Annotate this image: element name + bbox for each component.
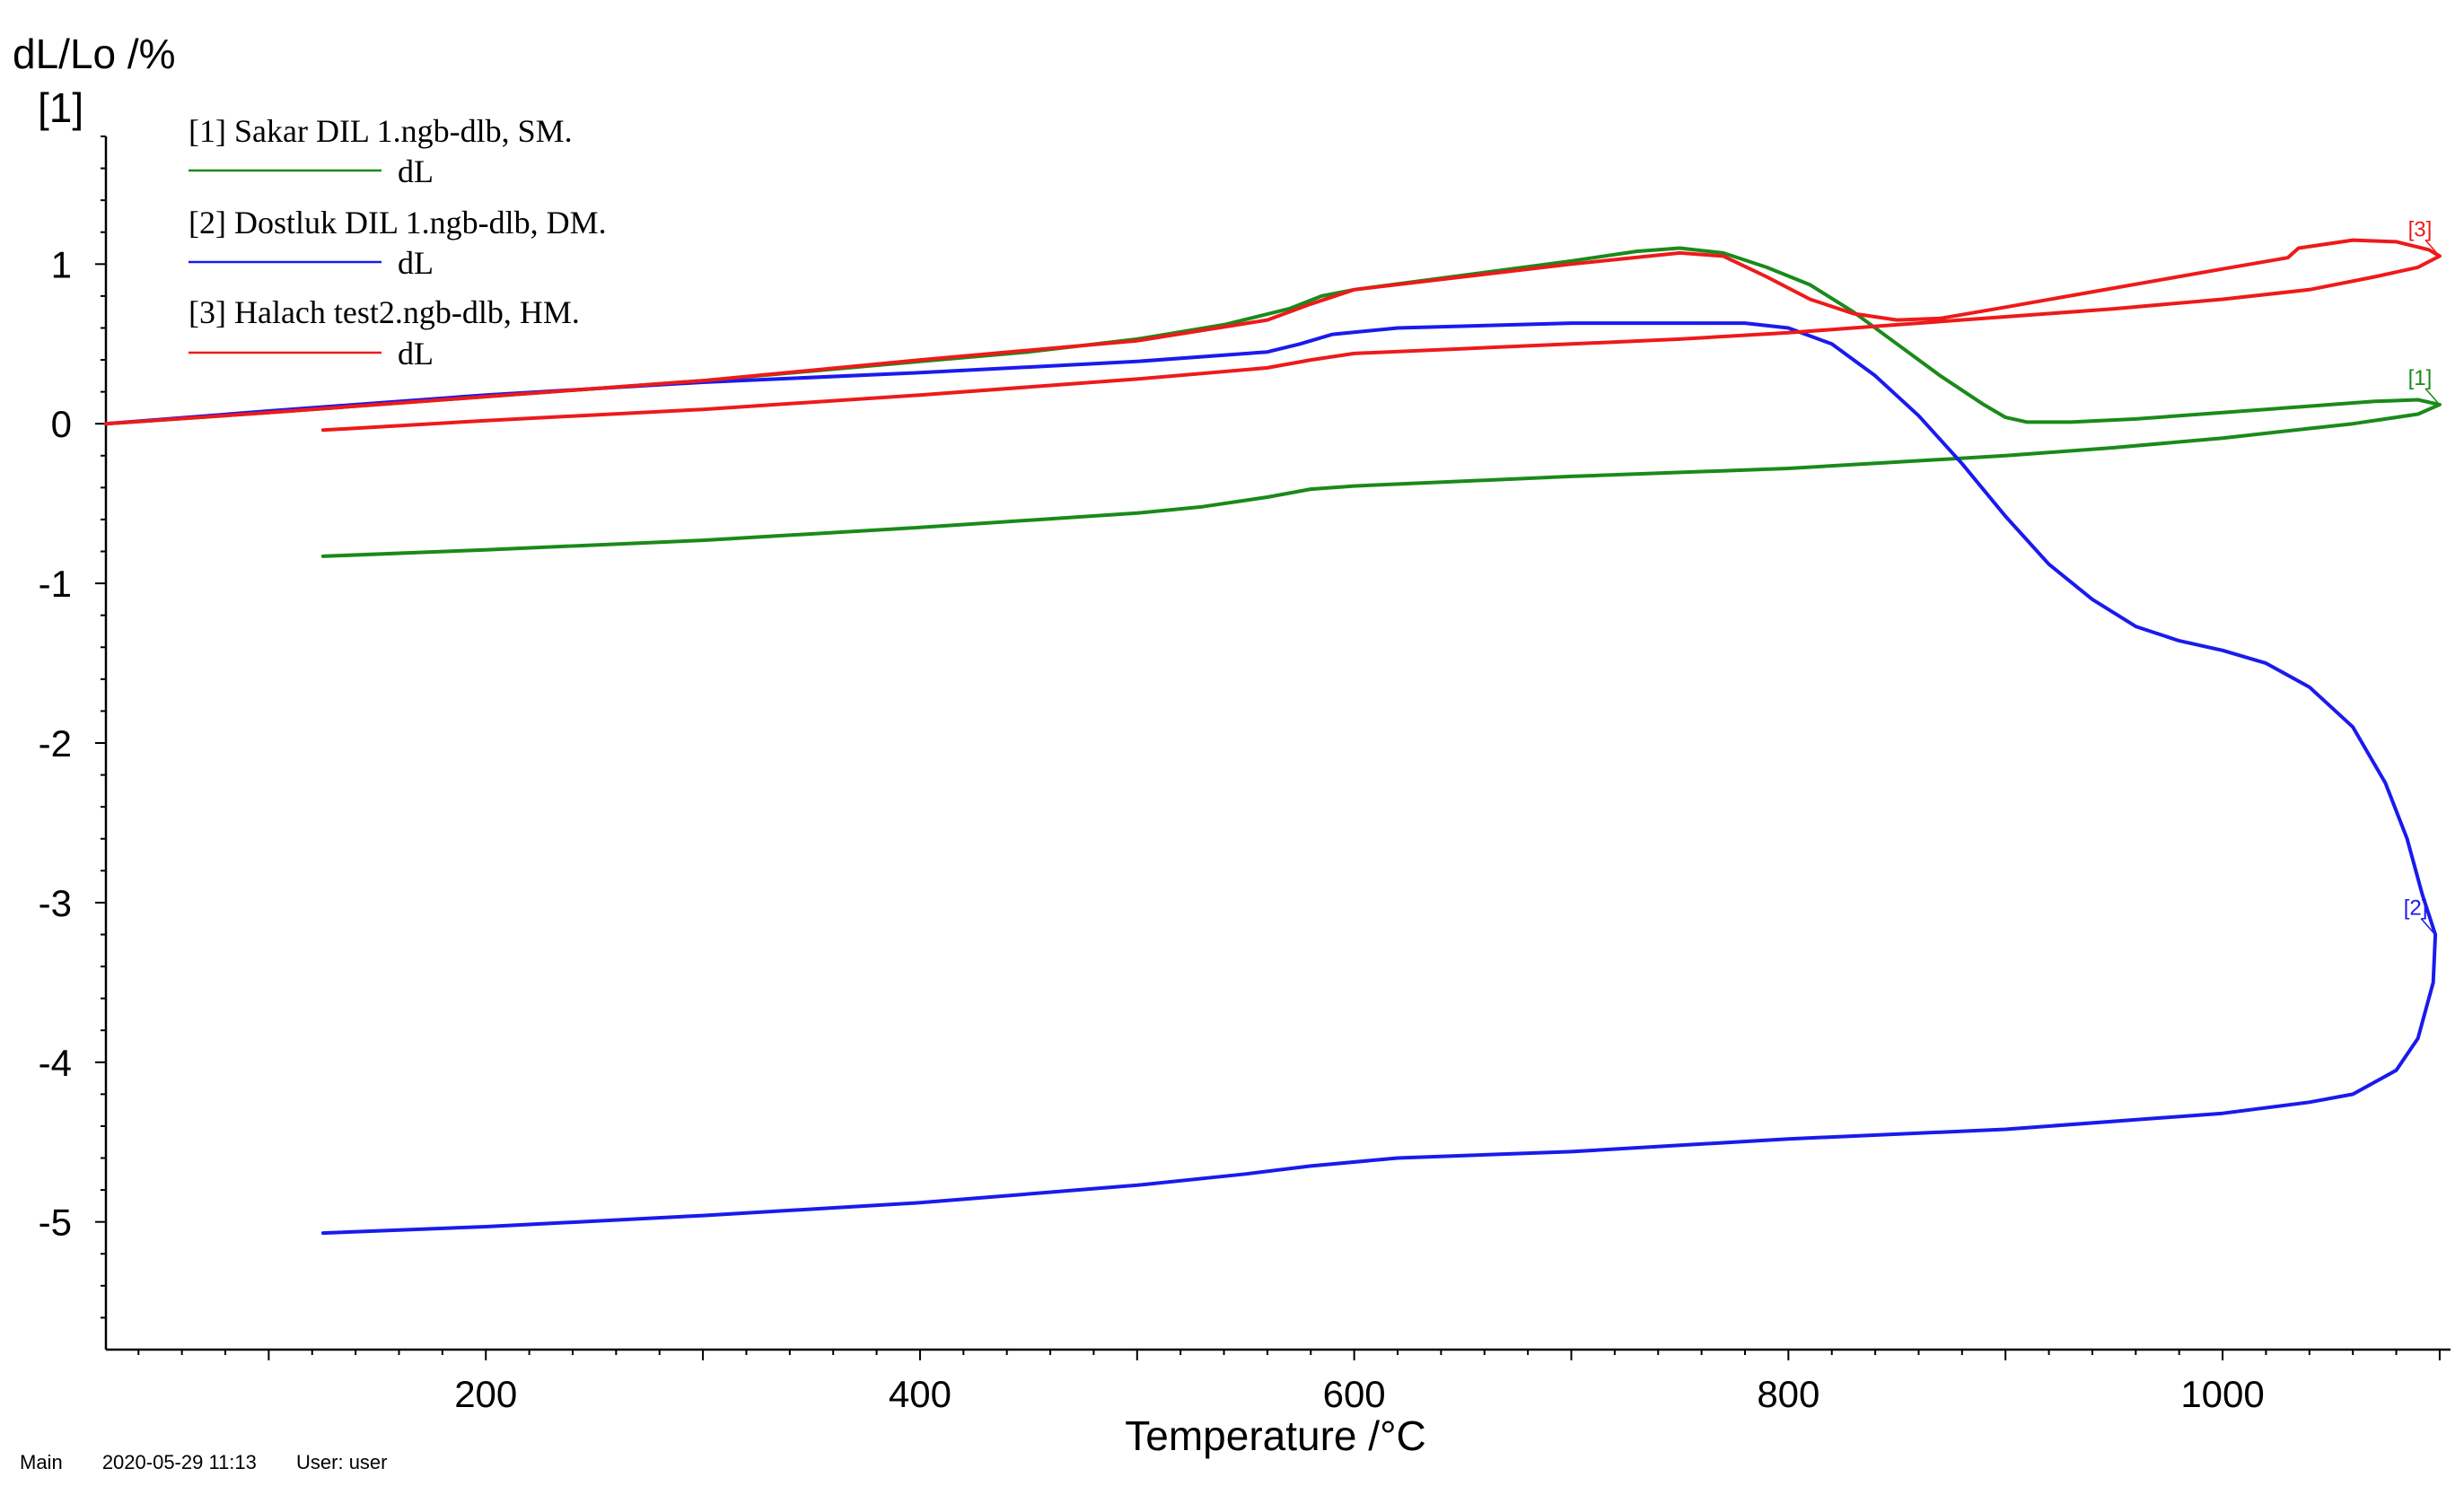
y-axis-tag: [1] (38, 84, 83, 131)
x-tick-label: 400 (889, 1373, 951, 1415)
series-group (104, 238, 2442, 1236)
series-line-2 (104, 321, 2438, 1236)
y-tick-label: -5 (39, 1202, 72, 1244)
x-axis-title: Temperature /°C (1125, 1412, 1425, 1459)
legend-file-2: [2] Dostluk DIL 1.ngb-dlb, DM. (189, 205, 607, 240)
status-footer: Main 2020-05-29 11:13 User: user (20, 1451, 422, 1474)
x-tick-label: 800 (1757, 1373, 1820, 1415)
series-end-leader-2 (2420, 917, 2434, 933)
footer-datetime: 2020-05-29 11:13 (101, 1451, 257, 1473)
legend-series-name-3: dL (398, 336, 434, 372)
series-end-leader-3 (2425, 239, 2439, 255)
y-tick-label: -2 (39, 722, 72, 765)
footer-user: User: user (296, 1451, 388, 1473)
series-end-label-2: [2] (2404, 896, 2428, 920)
legend-file-3: [3] Halach test2.ngb-dlb, HM. (189, 294, 580, 330)
legend-series-name-1: dL (398, 153, 434, 189)
series-end-label-1: [1] (2408, 366, 2433, 390)
ticks: 200 400 600 800 1000 1 0 -1 -2 -3 -4 -5 (39, 135, 2441, 1415)
series-line-3 (104, 238, 2442, 433)
footer-mode: Main (20, 1451, 63, 1473)
legend-file-1: [1] Sakar DIL 1.ngb-dlb, SM. (189, 113, 573, 149)
legend-series-name-2: dL (398, 245, 434, 281)
x-tick-label: 600 (1323, 1373, 1386, 1415)
series-end-label-3: [3] (2408, 217, 2433, 241)
x-tick-label: 200 (454, 1373, 517, 1415)
y-tick-label: 1 (51, 243, 72, 285)
y-tick-label: 0 (51, 403, 72, 445)
x-tick-label: 1000 (2180, 1373, 2264, 1415)
curve-end-labels: [1] [2] [3] (2404, 217, 2439, 933)
y-tick-label: -1 (39, 563, 72, 605)
y-axis-title: dL/Lo /% (13, 31, 176, 77)
y-tick-label: -4 (39, 1042, 72, 1084)
y-tick-label: -3 (39, 882, 72, 924)
legend: [1] Sakar DIL 1.ngb-dlb, SM. dL [2] Dost… (189, 113, 607, 372)
series-end-leader-1 (2425, 388, 2439, 404)
series-line-1 (104, 246, 2442, 558)
